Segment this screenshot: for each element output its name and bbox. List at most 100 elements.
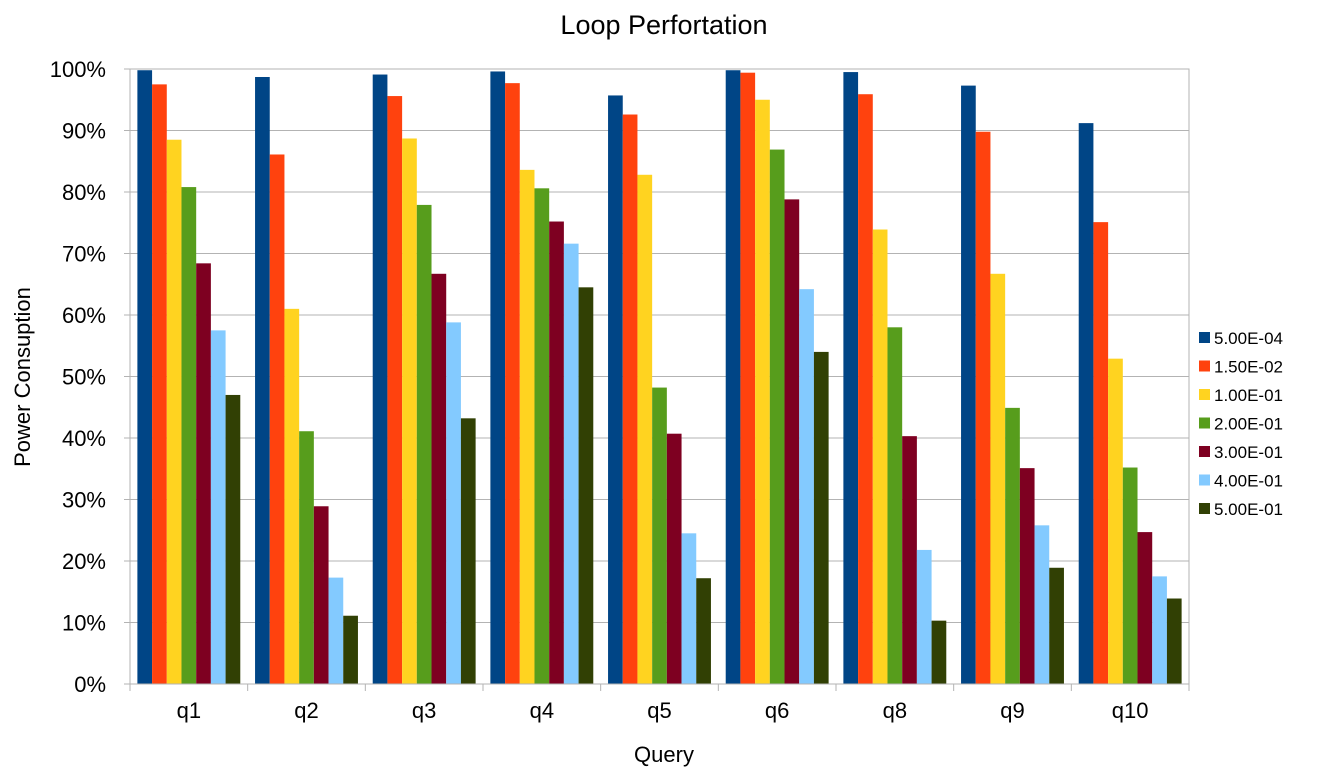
legend-swatch	[1199, 474, 1210, 486]
y-tick-label: 90%	[62, 119, 106, 144]
bars	[137, 70, 1182, 685]
legend-label: 4.00E-01	[1214, 472, 1283, 491]
y-tick-label: 60%	[62, 303, 106, 328]
x-axis-label: Query	[634, 742, 694, 767]
bar-q9-series-1	[961, 85, 976, 685]
bar-q5-series-5	[666, 433, 682, 684]
bar-q3-series-5	[431, 273, 447, 684]
bar-q3-series-7	[460, 418, 476, 684]
bar-q4-series-3	[519, 169, 535, 685]
bar-q8-series-2	[858, 94, 873, 685]
bar-q5-series-4	[652, 387, 667, 684]
bar-q5-series-7	[696, 578, 711, 684]
bar-q5-series-1	[608, 95, 623, 684]
bar-q8-series-3	[872, 229, 888, 684]
bar-q3-series-4	[416, 204, 432, 685]
bar-q1-series-6	[210, 330, 226, 684]
bar-q10-series-5	[1137, 532, 1153, 684]
legend-swatch	[1199, 446, 1210, 457]
bar-q2-series-4	[299, 431, 314, 684]
bar-q4-series-2	[505, 83, 520, 684]
bar-q8-series-6	[916, 549, 932, 684]
y-tick-label: 50%	[62, 365, 106, 390]
bar-q1-series-7	[225, 394, 241, 684]
y-tick-label: 40%	[62, 426, 106, 451]
bar-q1-series-3	[166, 139, 182, 685]
bar-q2-series-1	[255, 76, 270, 685]
y-tick-label: 20%	[62, 549, 106, 574]
bar-q1-series-4	[181, 187, 197, 684]
y-tick-label: 100%	[50, 57, 106, 82]
y-axis-label: Power Consuption	[10, 287, 35, 467]
y-tick-label: 80%	[62, 180, 106, 205]
x-tick-label: q1	[177, 698, 201, 723]
bar-q10-series-1	[1078, 123, 1094, 685]
bar-q2-series-5	[313, 506, 329, 684]
bar-q9-series-3	[990, 273, 1006, 684]
bar-q8-series-7	[931, 620, 947, 684]
bar-q6-series-5	[784, 199, 800, 684]
legend-swatch	[1199, 417, 1210, 429]
bar-q5-series-2	[622, 114, 638, 684]
bar-q9-series-5	[1019, 468, 1035, 684]
bar-q6-series-7	[813, 351, 829, 684]
bar-q9-series-7	[1049, 567, 1064, 684]
y-tick-label: 70%	[62, 242, 106, 267]
legend-swatch	[1199, 503, 1210, 514]
bar-q9-series-4	[1005, 407, 1020, 684]
bar-q3-series-6	[446, 322, 461, 684]
bar-q2-series-6	[328, 577, 344, 684]
bar-q4-series-5	[549, 221, 564, 684]
x-tick-label: q5	[647, 698, 671, 723]
legend-swatch	[1199, 389, 1210, 400]
bar-q1-series-1	[137, 70, 153, 685]
bar-q10-series-3	[1108, 358, 1123, 684]
bar-q4-series-1	[490, 71, 506, 684]
legend-label: 3.00E-01	[1214, 443, 1283, 462]
x-tick-label: q10	[1112, 698, 1149, 723]
bar-q8-series-1	[843, 72, 859, 684]
bar-q10-series-4	[1122, 467, 1138, 684]
bar-q5-series-3	[637, 174, 653, 684]
x-tick-label: q8	[883, 698, 907, 723]
bar-q2-series-7	[343, 615, 358, 684]
legend-swatch	[1199, 360, 1210, 372]
chart-title: Loop Perfortation	[560, 10, 767, 40]
bar-q3-series-1	[372, 74, 388, 684]
bar-q3-series-3	[402, 138, 417, 684]
bar-q6-series-4	[769, 149, 785, 684]
plot-frame	[129, 68, 1190, 685]
legend-label: 1.00E-01	[1214, 386, 1283, 405]
bar-q5-series-6	[681, 533, 697, 684]
bar-q6-series-1	[725, 70, 741, 685]
bar-q6-series-6	[799, 289, 814, 684]
x-tick-label: q2	[294, 698, 318, 723]
bar-q9-series-6	[1034, 525, 1050, 684]
legend-label: 2.00E-01	[1214, 415, 1283, 434]
bar-q6-series-3	[755, 99, 770, 684]
bar-q1-series-2	[152, 84, 167, 684]
x-tick-label: q4	[530, 698, 554, 723]
y-tick-label: 30%	[62, 488, 106, 513]
bar-q6-series-2	[740, 72, 756, 684]
bar-q10-series-6	[1152, 576, 1167, 684]
legend-label: 1.50E-02	[1214, 358, 1283, 377]
bar-q8-series-4	[887, 327, 903, 684]
bar-q8-series-5	[902, 436, 917, 684]
bar-q4-series-6	[563, 243, 579, 684]
legend-label: 5.00E-01	[1214, 500, 1283, 519]
bar-q10-series-2	[1093, 222, 1109, 684]
x-tick-label: q6	[765, 698, 789, 723]
bar-q4-series-7	[578, 287, 594, 684]
legend: 5.00E-04 1.50E-02 1.00E-01 2.00E-01 3.00E-01…	[1199, 329, 1283, 519]
bar-q2-series-3	[284, 308, 300, 684]
bar-q9-series-2	[975, 131, 991, 685]
bar-q4-series-4	[534, 188, 550, 684]
bar-q2-series-2	[269, 154, 285, 685]
bar-q3-series-2	[387, 96, 403, 684]
bar-q10-series-7	[1166, 598, 1182, 684]
y-tick-label: 0%	[74, 672, 106, 697]
x-tick-label: q9	[1000, 698, 1024, 723]
